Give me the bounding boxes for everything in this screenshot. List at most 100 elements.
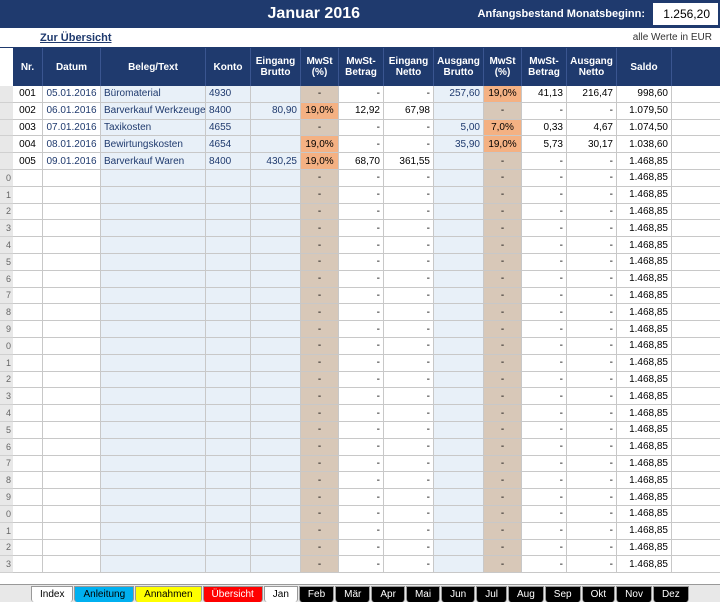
row-number[interactable]: 8: [0, 304, 13, 321]
cell[interactable]: [206, 456, 251, 472]
cell[interactable]: [434, 103, 484, 119]
cell[interactable]: [206, 338, 251, 354]
cell[interactable]: -: [384, 136, 434, 152]
row-number[interactable]: [0, 86, 13, 103]
cell[interactable]: 1.468,85: [617, 304, 672, 320]
cell[interactable]: 1.468,85: [617, 170, 672, 186]
cell[interactable]: [13, 254, 43, 270]
cell[interactable]: Taxikosten: [101, 120, 206, 136]
cell[interactable]: -: [522, 372, 567, 388]
column-header[interactable]: Eingang Netto: [384, 48, 434, 86]
cell[interactable]: [101, 372, 206, 388]
cell[interactable]: [13, 523, 43, 539]
cell[interactable]: 07.01.2016: [43, 120, 101, 136]
cell[interactable]: 8400: [206, 103, 251, 119]
cell[interactable]: -: [567, 321, 617, 337]
cell[interactable]: 05.01.2016: [43, 86, 101, 102]
cell[interactable]: Büromaterial: [101, 86, 206, 102]
cell[interactable]: -: [522, 237, 567, 253]
cell[interactable]: [251, 187, 301, 203]
cell[interactable]: -: [484, 220, 522, 236]
cell[interactable]: -: [339, 254, 384, 270]
cell[interactable]: [43, 472, 101, 488]
cell[interactable]: [101, 204, 206, 220]
cell[interactable]: 1.468,85: [617, 338, 672, 354]
cell[interactable]: -: [522, 422, 567, 438]
table-row[interactable]: ------1.468,85: [13, 220, 720, 237]
sheet-tab[interactable]: Dez: [653, 586, 689, 602]
row-number[interactable]: 5: [0, 422, 13, 439]
cell[interactable]: -: [484, 288, 522, 304]
cell[interactable]: -: [384, 506, 434, 522]
cell[interactable]: -: [339, 355, 384, 371]
cell[interactable]: 19,0%: [484, 136, 522, 152]
cell[interactable]: -: [301, 321, 339, 337]
cell[interactable]: 1.468,85: [617, 187, 672, 203]
row-number[interactable]: 5: [0, 254, 13, 271]
cell[interactable]: [251, 405, 301, 421]
cell[interactable]: [43, 321, 101, 337]
cell[interactable]: 41,13: [522, 86, 567, 102]
cell[interactable]: 1.468,85: [617, 355, 672, 371]
cell[interactable]: 0,33: [522, 120, 567, 136]
cell[interactable]: 1.468,85: [617, 254, 672, 270]
cell[interactable]: -: [384, 237, 434, 253]
cell[interactable]: -: [384, 405, 434, 421]
column-header[interactable]: MwSt (%): [301, 48, 339, 86]
opening-balance-value[interactable]: 1.256,20: [653, 3, 718, 25]
cell[interactable]: [206, 439, 251, 455]
cell[interactable]: -: [339, 187, 384, 203]
cell[interactable]: [434, 187, 484, 203]
cell[interactable]: [43, 556, 101, 572]
cell[interactable]: -: [567, 439, 617, 455]
table-row[interactable]: ------1.468,85: [13, 523, 720, 540]
cell[interactable]: [13, 187, 43, 203]
cell[interactable]: 1.468,85: [617, 220, 672, 236]
row-number[interactable]: 9: [0, 489, 13, 506]
cell[interactable]: [434, 304, 484, 320]
column-header[interactable]: Ausgang Netto: [567, 48, 617, 86]
cell[interactable]: [251, 321, 301, 337]
cell[interactable]: [251, 237, 301, 253]
row-number[interactable]: 1: [0, 355, 13, 372]
cell[interactable]: -: [339, 321, 384, 337]
sheet-tab[interactable]: Apr: [371, 586, 405, 602]
cell[interactable]: -: [301, 405, 339, 421]
row-number[interactable]: 8: [0, 472, 13, 489]
cell[interactable]: -: [567, 540, 617, 556]
column-header[interactable]: MwSt-Betrag: [522, 48, 567, 86]
cell[interactable]: -: [522, 472, 567, 488]
cell[interactable]: 1.468,85: [617, 237, 672, 253]
cell[interactable]: Bewirtungskosten: [101, 136, 206, 152]
cell[interactable]: -: [484, 388, 522, 404]
table-row[interactable]: ------1.468,85: [13, 506, 720, 523]
cell[interactable]: 1.468,85: [617, 405, 672, 421]
cell[interactable]: -: [484, 439, 522, 455]
cell[interactable]: 1.074,50: [617, 120, 672, 136]
cell[interactable]: -: [484, 103, 522, 119]
row-number[interactable]: [0, 153, 13, 170]
cell[interactable]: [13, 540, 43, 556]
cell[interactable]: -: [484, 338, 522, 354]
cell[interactable]: -: [339, 439, 384, 455]
cell[interactable]: 1.468,85: [617, 372, 672, 388]
cell[interactable]: -: [567, 153, 617, 169]
cell[interactable]: -: [484, 355, 522, 371]
cell[interactable]: -: [384, 388, 434, 404]
cell[interactable]: [43, 204, 101, 220]
cell[interactable]: [101, 422, 206, 438]
cell[interactable]: [206, 388, 251, 404]
cell[interactable]: -: [522, 220, 567, 236]
cell[interactable]: -: [384, 254, 434, 270]
cell[interactable]: -: [339, 136, 384, 152]
row-number[interactable]: 3: [0, 388, 13, 405]
row-number[interactable]: [0, 103, 13, 120]
cell[interactable]: [101, 388, 206, 404]
cell[interactable]: [101, 237, 206, 253]
cell[interactable]: -: [301, 372, 339, 388]
cell[interactable]: [101, 456, 206, 472]
cell[interactable]: -: [384, 540, 434, 556]
cell[interactable]: -: [339, 170, 384, 186]
cell[interactable]: -: [522, 103, 567, 119]
row-number[interactable]: 6: [0, 439, 13, 456]
